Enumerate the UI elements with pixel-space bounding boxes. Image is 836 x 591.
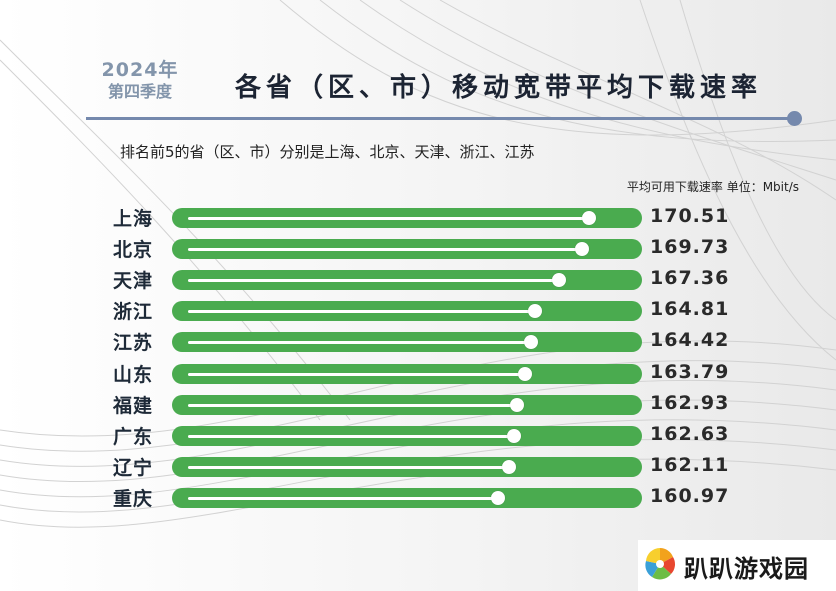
bar-knob [523, 335, 538, 350]
value-label: 162.93 [650, 391, 730, 414]
bar-track [188, 248, 582, 252]
divider-dot-icon [787, 111, 802, 126]
bar-row: 广东 162.63 [0, 422, 836, 448]
bar-knob [527, 304, 542, 319]
bar-knob [517, 366, 532, 381]
bar-knob [509, 397, 524, 412]
bar-knob [551, 273, 566, 288]
page-title: 各省（区、市）移动宽带平均下载速率 [235, 73, 763, 103]
bar-row: 江苏 164.42 [0, 329, 836, 355]
bar-track [188, 496, 498, 500]
category-label: 重庆 [113, 487, 154, 510]
bar-knob [574, 242, 589, 257]
category-label: 浙江 [113, 301, 154, 324]
value-label: 169.73 [650, 236, 730, 259]
value-label: 162.11 [650, 453, 730, 476]
category-label: 江苏 [113, 332, 154, 355]
value-label: 162.63 [650, 422, 730, 445]
bar-row: 山东 163.79 [0, 360, 836, 386]
bar-track [188, 434, 514, 438]
period-block: 2024年 第四季度 [92, 58, 188, 102]
bar-knob [491, 490, 505, 505]
bar-track [188, 465, 509, 469]
bar-track [188, 279, 559, 283]
bar-knob [582, 211, 596, 225]
year-label: 2024年 [101, 59, 179, 81]
value-label: 160.97 [650, 484, 730, 507]
category-label: 天津 [113, 270, 154, 293]
category-label: 北京 [113, 239, 154, 262]
bar-row: 重庆 160.97 [0, 484, 836, 510]
category-label: 上海 [113, 208, 154, 230]
value-label: 164.81 [650, 298, 730, 321]
value-label: 170.51 [650, 205, 730, 227]
bar-row: 福建 162.93 [0, 391, 836, 417]
bar-track [188, 403, 517, 407]
bar-track [188, 217, 589, 220]
bar-track [188, 372, 525, 376]
bar-track [188, 341, 531, 345]
bar-row: 天津 167.36 [0, 267, 836, 293]
bar-knob [506, 428, 521, 443]
bar-row: 上海 170.51 [0, 205, 836, 230]
bar-row: 浙江 164.81 [0, 298, 836, 324]
unit-label: 平均可用下载速率 单位：Mbit/s [626, 180, 799, 194]
pinwheel-logo-icon [645, 547, 675, 580]
watermark-text: 趴趴游戏园 [684, 555, 809, 583]
quarter-label: 第四季度 [107, 82, 172, 101]
value-label: 163.79 [650, 360, 730, 383]
category-label: 广东 [113, 425, 154, 448]
watermark: 趴趴游戏园 [638, 540, 836, 591]
category-label: 福建 [113, 394, 154, 417]
chart-subtitle: 排名前5的省（区、市）分别是上海、北京、天津、浙江、江苏 [120, 143, 535, 161]
title-divider [86, 117, 796, 120]
value-label: 167.36 [650, 267, 730, 290]
bar-row: 辽宁 162.11 [0, 453, 836, 479]
value-label: 164.42 [650, 329, 730, 352]
category-label: 辽宁 [113, 456, 154, 479]
bar-knob [501, 459, 516, 474]
category-label: 山东 [113, 363, 154, 386]
bar-row: 北京 169.73 [0, 236, 836, 262]
bar-track [188, 310, 535, 314]
